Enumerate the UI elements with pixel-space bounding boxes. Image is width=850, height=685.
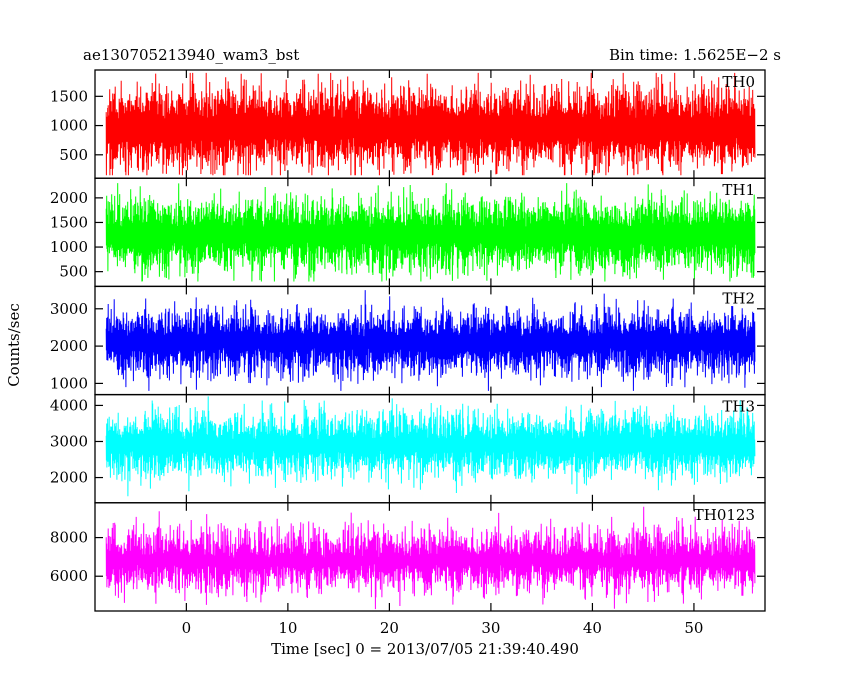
y-tick-label: 8000 (50, 529, 88, 547)
series-line-th0123 (105, 506, 756, 610)
y-tick-label: 2000 (50, 469, 88, 487)
series-label-th2: TH2 (722, 289, 755, 307)
bin-time-label: Bin time: 1.5625E−2 s (609, 46, 781, 64)
y-tick-label: 500 (59, 263, 88, 281)
x-tick-label: 10 (278, 619, 297, 637)
y-tick-label: 500 (59, 146, 88, 164)
y-tick-label: 4000 (50, 396, 88, 414)
series-line-th0 (105, 72, 756, 176)
y-tick-label: 2000 (50, 189, 88, 207)
series-label-th0123: TH0123 (694, 506, 755, 524)
x-tick-label: 40 (583, 619, 602, 637)
series-label-th3: TH3 (722, 398, 755, 416)
y-tick-label: 1000 (50, 117, 88, 135)
series-line-th2 (105, 290, 756, 391)
chart-title: ae130705213940_wam3_bst (83, 46, 299, 64)
x-tick-label: 0 (182, 619, 192, 637)
series-label-th0: TH0 (722, 73, 755, 91)
y-tick-label: 1500 (50, 87, 88, 105)
y-tick-label: 1000 (50, 238, 88, 256)
y-tick-label: 6000 (50, 567, 88, 585)
x-tick-label: 50 (684, 619, 703, 637)
y-tick-label: 3000 (50, 432, 88, 450)
y-tick-label: 3000 (50, 300, 88, 318)
panel-frame-th0123 (94, 502, 766, 612)
series-line-th1 (105, 183, 756, 282)
y-axis-label: Counts/sec (5, 303, 23, 387)
series-line-th3 (105, 396, 756, 497)
y-tick-label: 1000 (50, 374, 88, 392)
x-tick-label: 30 (481, 619, 500, 637)
x-tick-label: 20 (380, 619, 399, 637)
x-axis-label: Time [sec] 0 = 2013/07/05 21:39:40.490 (271, 640, 579, 658)
y-tick-label: 1500 (50, 213, 88, 231)
series-label-th1: TH1 (722, 181, 755, 199)
y-tick-label: 2000 (50, 337, 88, 355)
